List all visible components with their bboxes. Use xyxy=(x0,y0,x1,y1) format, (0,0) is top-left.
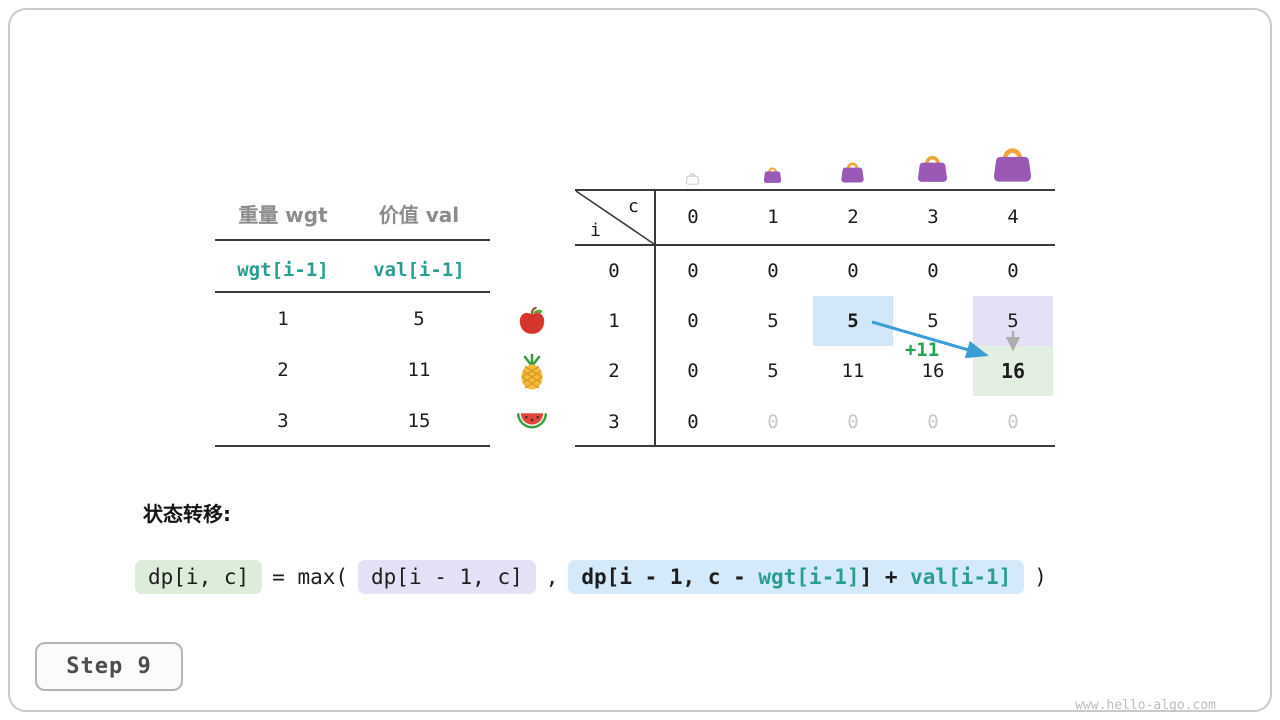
formula-option2-wgt: wgt[i-1] xyxy=(758,565,860,589)
dp-cell-3-3: 0 xyxy=(927,411,939,433)
pineapple-icon xyxy=(519,353,545,394)
formula-option2-chip: dp[i - 1, c - wgt[i-1]] + val[i-1] xyxy=(568,560,1025,594)
dp-table-header-rule xyxy=(575,244,1055,246)
dp-cell-0-1: 0 xyxy=(767,260,779,282)
formula-comma: , xyxy=(545,565,559,589)
dp-table-top-rule xyxy=(575,189,1055,191)
dp-cell-2-0: 0 xyxy=(687,360,699,382)
items-table-mid-rule xyxy=(215,291,490,293)
dp-cell-2-4-highlight-green: 16 xyxy=(973,346,1053,396)
dp-cell-2-1: 5 xyxy=(767,360,779,382)
formula-option2-val: val[i-1] xyxy=(910,565,1012,589)
watermark-text: www.hello-algo.com xyxy=(1075,698,1216,713)
formula-option2-mid: ] + xyxy=(859,565,911,589)
dp-cell-0-4: 0 xyxy=(1007,260,1019,282)
dp-cell-1-1: 5 xyxy=(767,310,779,332)
item-3-weight: 3 xyxy=(277,410,289,432)
dp-cell-3-0: 0 xyxy=(687,411,699,433)
dp-cell-1-4-highlight-purple: 5 xyxy=(973,296,1053,346)
formula-equals-max: = max( xyxy=(272,565,349,589)
bag-medium-icon xyxy=(839,158,866,188)
dp-cell-3-2: 0 xyxy=(847,411,859,433)
step-indicator-label: Step 9 xyxy=(66,654,152,679)
dp-corner-row-var: i xyxy=(590,220,601,241)
dp-corner-col-var: c xyxy=(628,196,639,217)
item-2-value: 11 xyxy=(407,359,431,381)
watermelon-icon xyxy=(516,410,548,434)
bag-empty-icon xyxy=(685,170,700,189)
apple-icon xyxy=(517,306,547,340)
formula-option2-prefix: dp[i - 1, c - xyxy=(581,565,759,589)
dp-cell-0-2: 0 xyxy=(847,260,859,282)
items-formula-wgt: wgt[i-1] xyxy=(237,259,329,281)
items-col-header-wgt: 重量 wgt xyxy=(238,203,328,227)
item-1-value: 5 xyxy=(413,308,425,330)
dp-col-header-1: 1 xyxy=(767,206,779,228)
figure-card xyxy=(8,8,1272,712)
dp-col-header-0: 0 xyxy=(687,206,699,228)
dp-col-header-4: 4 xyxy=(1007,206,1019,228)
dp-cell-0-0: 0 xyxy=(687,260,699,282)
dp-cell-1-0: 0 xyxy=(687,310,699,332)
items-col-header-val: 价值 val xyxy=(378,203,460,227)
items-table-bottom-rule xyxy=(215,445,490,447)
dp-col-header-3: 3 xyxy=(927,206,939,228)
items-table-header-rule xyxy=(215,239,490,241)
formula-close-paren: ) xyxy=(1034,565,1047,589)
item-3-value: 15 xyxy=(407,410,431,432)
dp-cell-0-3: 0 xyxy=(927,260,939,282)
item-2-weight: 2 xyxy=(277,359,289,381)
dp-table-bottom-rule xyxy=(575,445,1055,447)
dp-col-header-2: 2 xyxy=(847,206,859,228)
dp-cell-2-3: 16 xyxy=(921,360,945,382)
formula-lhs-chip: dp[i, c] xyxy=(135,560,263,594)
dp-table-vertical-rule xyxy=(654,189,656,447)
bag-small-icon xyxy=(762,164,783,188)
arrow-value-label: +11 xyxy=(904,339,940,361)
transition-formula: dp[i, c] = max( dp[i - 1, c] , dp[i - 1,… xyxy=(135,560,1047,594)
dp-cell-3-4: 0 xyxy=(1007,411,1019,433)
dp-row-header-0: 0 xyxy=(608,260,620,282)
items-formula-val: val[i-1] xyxy=(373,259,465,281)
dp-cell-3-1: 0 xyxy=(767,411,779,433)
dp-row-header-2: 2 xyxy=(608,360,620,382)
dp-cell-1-2-highlight-blue: 5 xyxy=(813,296,893,346)
bag-large-icon xyxy=(915,150,950,188)
bag-xlarge-icon xyxy=(990,141,1035,188)
transition-title: 状态转移: xyxy=(143,502,231,526)
formula-option1-chip: dp[i - 1, c] xyxy=(358,560,536,594)
item-1-weight: 1 xyxy=(277,308,289,330)
dp-row-header-1: 1 xyxy=(608,310,620,332)
dp-row-header-3: 3 xyxy=(608,411,620,433)
dp-cell-2-2: 11 xyxy=(841,360,865,382)
step-indicator: Step 9 xyxy=(35,642,183,691)
